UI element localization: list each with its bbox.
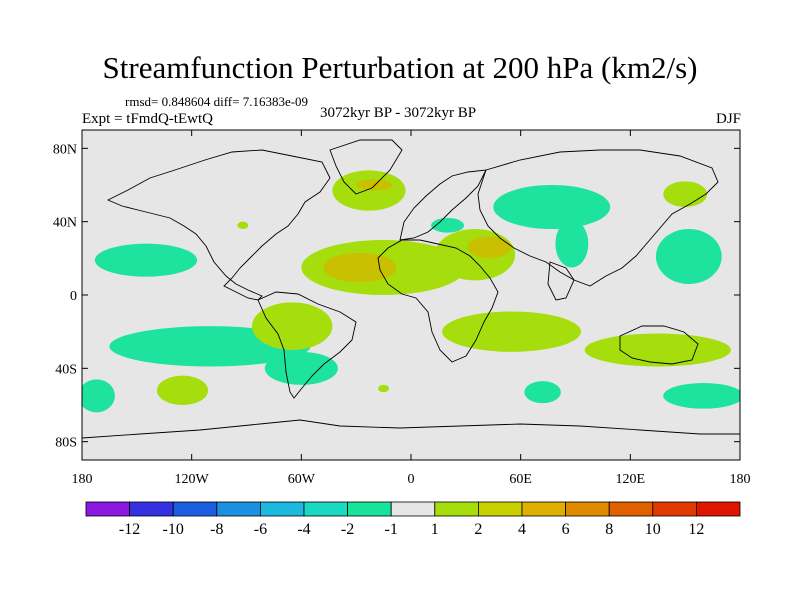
colorbar-label: -8 [210,521,223,538]
colorbar-label: 4 [518,521,526,538]
colorbar-label: -10 [163,521,184,538]
anomaly-region-negative-5 [555,219,589,268]
anomaly-region-negative-9 [524,381,561,404]
colorbar-swatch [652,501,697,517]
coastlines [82,139,740,439]
colorbar-swatch [477,501,523,517]
colorbar-swatch [434,501,479,517]
anomaly-region-positive-10 [332,170,406,211]
colorbar-swatch [390,501,436,517]
coastline-asia [477,149,719,287]
colorbar-swatch [608,501,654,517]
colorbar-swatch [521,501,566,517]
colorbar-label: -12 [119,521,140,538]
period-label: 3072kyr BP - 3072kyr BP [320,105,477,121]
coastline-antarctica [82,419,740,439]
anomaly-region-positive-13 [251,302,333,350]
anomaly-region-positive-20 [323,252,397,283]
anomaly-region-positive-17 [156,375,209,406]
plot-title: Streamfunction Perturbation at 200 hPa (… [102,50,698,85]
coastline-india [547,261,575,301]
colorbar-label: 8 [605,521,613,538]
colorbar-swatch [85,501,130,517]
anomaly-region-positive-16 [663,181,708,208]
anomaly-region-positive-18 [237,221,249,229]
colorbar: -12 -10 -8 -6 -4 -2 -1 1 2 4 6 8 10 12 [85,501,741,538]
colorbar-swatch [565,501,610,517]
colorbar-label: 2 [474,521,482,538]
colorbar-label: -4 [297,521,310,538]
anomaly-region-negative-4 [493,185,611,229]
coastline-north-america [106,149,331,301]
anomaly-region-negative-3 [82,379,115,413]
colorbar-swatch [129,501,174,517]
colorbar-swatch [216,501,261,517]
coastline-south-america [257,291,357,399]
colorbar-swatch [259,501,305,517]
anomaly-region-negative-7 [655,229,722,284]
anomaly-region-negative-0 [94,243,198,277]
colorbar-swatch [172,501,218,517]
lon-tick-label: 0 [408,472,415,487]
lat-tick-label: 0 [70,289,77,304]
anomaly-region-positive-19 [378,384,390,393]
colorbar-label: 10 [645,521,661,538]
anomaly-region-positive-14 [442,311,581,352]
anomaly-region-positive-15 [584,333,731,367]
lat-tick-label: 40S [55,362,77,377]
experiment-label: Expt = tFmdQ-tEwtQ [82,111,213,127]
anomaly-region-positive-21 [467,236,512,259]
lat-tick-label: 80N [53,142,77,157]
colorbar-swatch [696,501,741,517]
map-background [82,130,740,460]
lon-tick-label: 180 [730,472,751,487]
coastline-africa-europe [377,239,499,363]
colorbar-swatch [347,501,392,517]
lon-tick-label: 120E [616,472,646,487]
longitude-axis: 180 120W 60W 0 60E 120E 180 [72,130,751,487]
latitude-axis: 80N 40N 0 40S 80S [53,142,740,451]
lat-tick-label: 40N [53,216,77,231]
colorbar-swatch [303,501,348,517]
rmsd-stats: rmsd= 0.848604 diff= 7.16383e-09 [125,94,309,109]
colorbar-label: -6 [254,521,267,538]
lat-tick-label: 80S [55,436,77,451]
coastline-australia [619,325,699,365]
colorbar-label: 12 [688,521,704,538]
lon-tick-label: 120W [175,472,210,487]
lon-tick-label: 60W [288,472,316,487]
anomaly-region-negative-8 [663,383,740,409]
coastline-greenland [329,139,403,195]
lon-tick-label: 60E [509,472,532,487]
anomaly-region-negative-2 [264,351,338,385]
colorbar-label: 1 [431,521,439,538]
lon-tick-label: 180 [72,472,93,487]
colorbar-label: 6 [562,521,570,538]
season-label: DJF [715,111,741,127]
colorbar-label: -2 [341,521,354,538]
anomaly-region-negative-6 [431,218,465,233]
colorbar-label: -1 [385,521,398,538]
